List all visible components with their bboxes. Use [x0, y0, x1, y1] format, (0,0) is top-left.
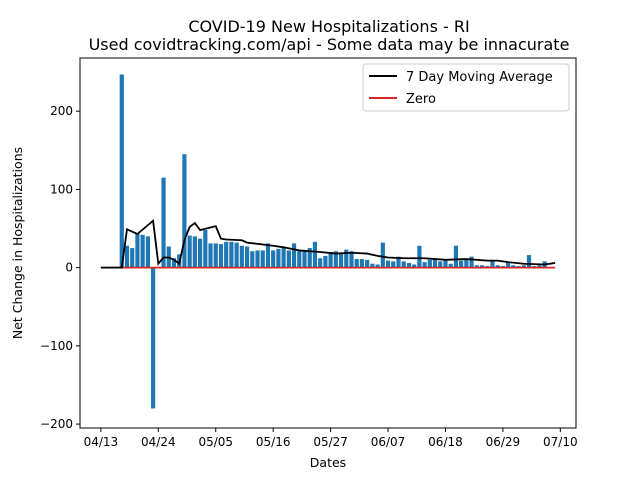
bar: [355, 259, 359, 268]
y-tick-label: −100: [40, 339, 73, 353]
bar: [464, 260, 468, 268]
y-tick-label: 100: [50, 182, 73, 196]
bar: [402, 261, 406, 267]
x-tick-label: 05/16: [256, 435, 291, 449]
bar: [527, 255, 531, 268]
bar: [188, 236, 192, 268]
bar: [240, 246, 244, 268]
bar: [255, 250, 259, 267]
x-tick-label: 07/10: [543, 435, 578, 449]
x-tick-label: 05/27: [313, 435, 348, 449]
legend-label-moving-average: 7 Day Moving Average: [406, 70, 553, 85]
chart-subtitle: Used covidtracking.com/api - Some data m…: [89, 35, 570, 54]
bar: [130, 248, 134, 268]
bar: [360, 259, 364, 268]
bar: [428, 260, 432, 268]
bar: [120, 74, 124, 267]
bar: [235, 243, 239, 268]
bar: [323, 256, 327, 268]
bar: [245, 247, 249, 268]
y-tick-label: −200: [40, 417, 73, 431]
y-axis-label: Net Change in Hospitalizations: [10, 147, 25, 339]
bar: [151, 268, 155, 409]
bar: [381, 243, 385, 268]
bar: [391, 261, 395, 267]
bar: [203, 230, 207, 268]
bar: [214, 243, 218, 267]
bar: [276, 249, 280, 268]
x-tick-label: 04/24: [141, 435, 176, 449]
bar: [302, 250, 306, 267]
bar: [266, 243, 270, 267]
bar: [313, 242, 317, 268]
x-axis-label: Dates: [310, 455, 346, 470]
bar: [365, 260, 369, 268]
bar: [469, 257, 473, 268]
bar: [339, 253, 343, 268]
bar: [443, 261, 447, 268]
bar: [459, 261, 463, 268]
bar: [454, 246, 458, 268]
legend: 7 Day Moving Average Zero: [363, 64, 569, 111]
bar: [161, 178, 165, 268]
bar: [490, 261, 494, 268]
bar: [282, 248, 286, 268]
bar: [261, 250, 265, 267]
bar: [229, 242, 233, 268]
bar: [135, 234, 139, 268]
x-tick-label: 04/13: [84, 435, 119, 449]
bar: [438, 261, 442, 267]
bar: [198, 239, 202, 268]
bar: [219, 244, 223, 267]
bar: [224, 242, 228, 268]
bar: [146, 236, 150, 267]
legend-label-zero: Zero: [406, 92, 436, 107]
bar: [141, 235, 145, 268]
bar: [318, 258, 322, 267]
bar: [329, 252, 333, 268]
x-tick-label: 06/18: [428, 435, 463, 449]
x-tick-label: 05/05: [198, 435, 233, 449]
bar: [287, 250, 291, 267]
x-tick-label: 06/29: [486, 435, 521, 449]
bar: [292, 243, 296, 267]
x-tick-label: 06/07: [371, 435, 406, 449]
bar: [271, 250, 275, 267]
bar: [417, 246, 421, 268]
y-tick-label: 200: [50, 104, 73, 118]
bar: [386, 261, 390, 268]
bar: [208, 243, 212, 267]
bar: [193, 236, 197, 267]
y-tick-label: 0: [65, 261, 73, 275]
bar: [250, 251, 254, 267]
chart-title: COVID-19 New Hospitalizations - RI: [188, 17, 469, 36]
bar: [297, 251, 301, 267]
bar: [125, 246, 129, 268]
